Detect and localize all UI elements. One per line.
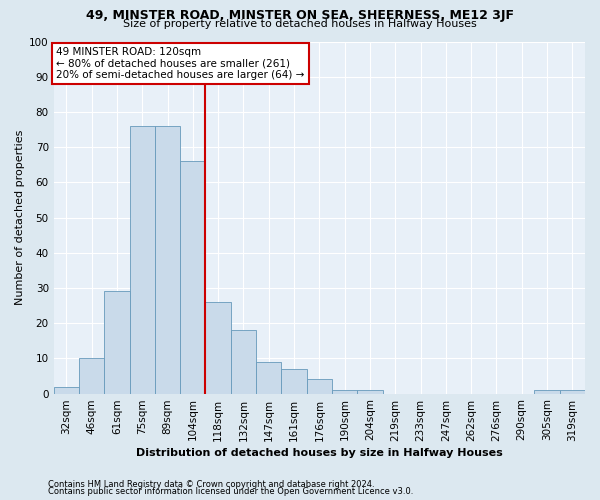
- Bar: [281, 369, 307, 394]
- Y-axis label: Number of detached properties: Number of detached properties: [15, 130, 25, 305]
- Bar: [155, 126, 180, 394]
- Bar: [205, 302, 231, 394]
- Bar: [357, 390, 383, 394]
- Bar: [231, 330, 256, 394]
- Bar: [535, 390, 560, 394]
- Bar: [560, 390, 585, 394]
- Bar: [256, 362, 281, 394]
- Bar: [53, 386, 79, 394]
- Bar: [332, 390, 357, 394]
- Text: Size of property relative to detached houses in Halfway Houses: Size of property relative to detached ho…: [123, 19, 477, 29]
- Text: Contains public sector information licensed under the Open Government Licence v3: Contains public sector information licen…: [48, 488, 413, 496]
- Text: 49, MINSTER ROAD, MINSTER ON SEA, SHEERNESS, ME12 3JF: 49, MINSTER ROAD, MINSTER ON SEA, SHEERN…: [86, 9, 514, 22]
- Bar: [307, 380, 332, 394]
- Text: 49 MINSTER ROAD: 120sqm
← 80% of detached houses are smaller (261)
20% of semi-d: 49 MINSTER ROAD: 120sqm ← 80% of detache…: [56, 47, 305, 80]
- Text: Contains HM Land Registry data © Crown copyright and database right 2024.: Contains HM Land Registry data © Crown c…: [48, 480, 374, 489]
- Bar: [104, 292, 130, 394]
- Bar: [180, 161, 205, 394]
- X-axis label: Distribution of detached houses by size in Halfway Houses: Distribution of detached houses by size …: [136, 448, 503, 458]
- Bar: [130, 126, 155, 394]
- Bar: [79, 358, 104, 394]
